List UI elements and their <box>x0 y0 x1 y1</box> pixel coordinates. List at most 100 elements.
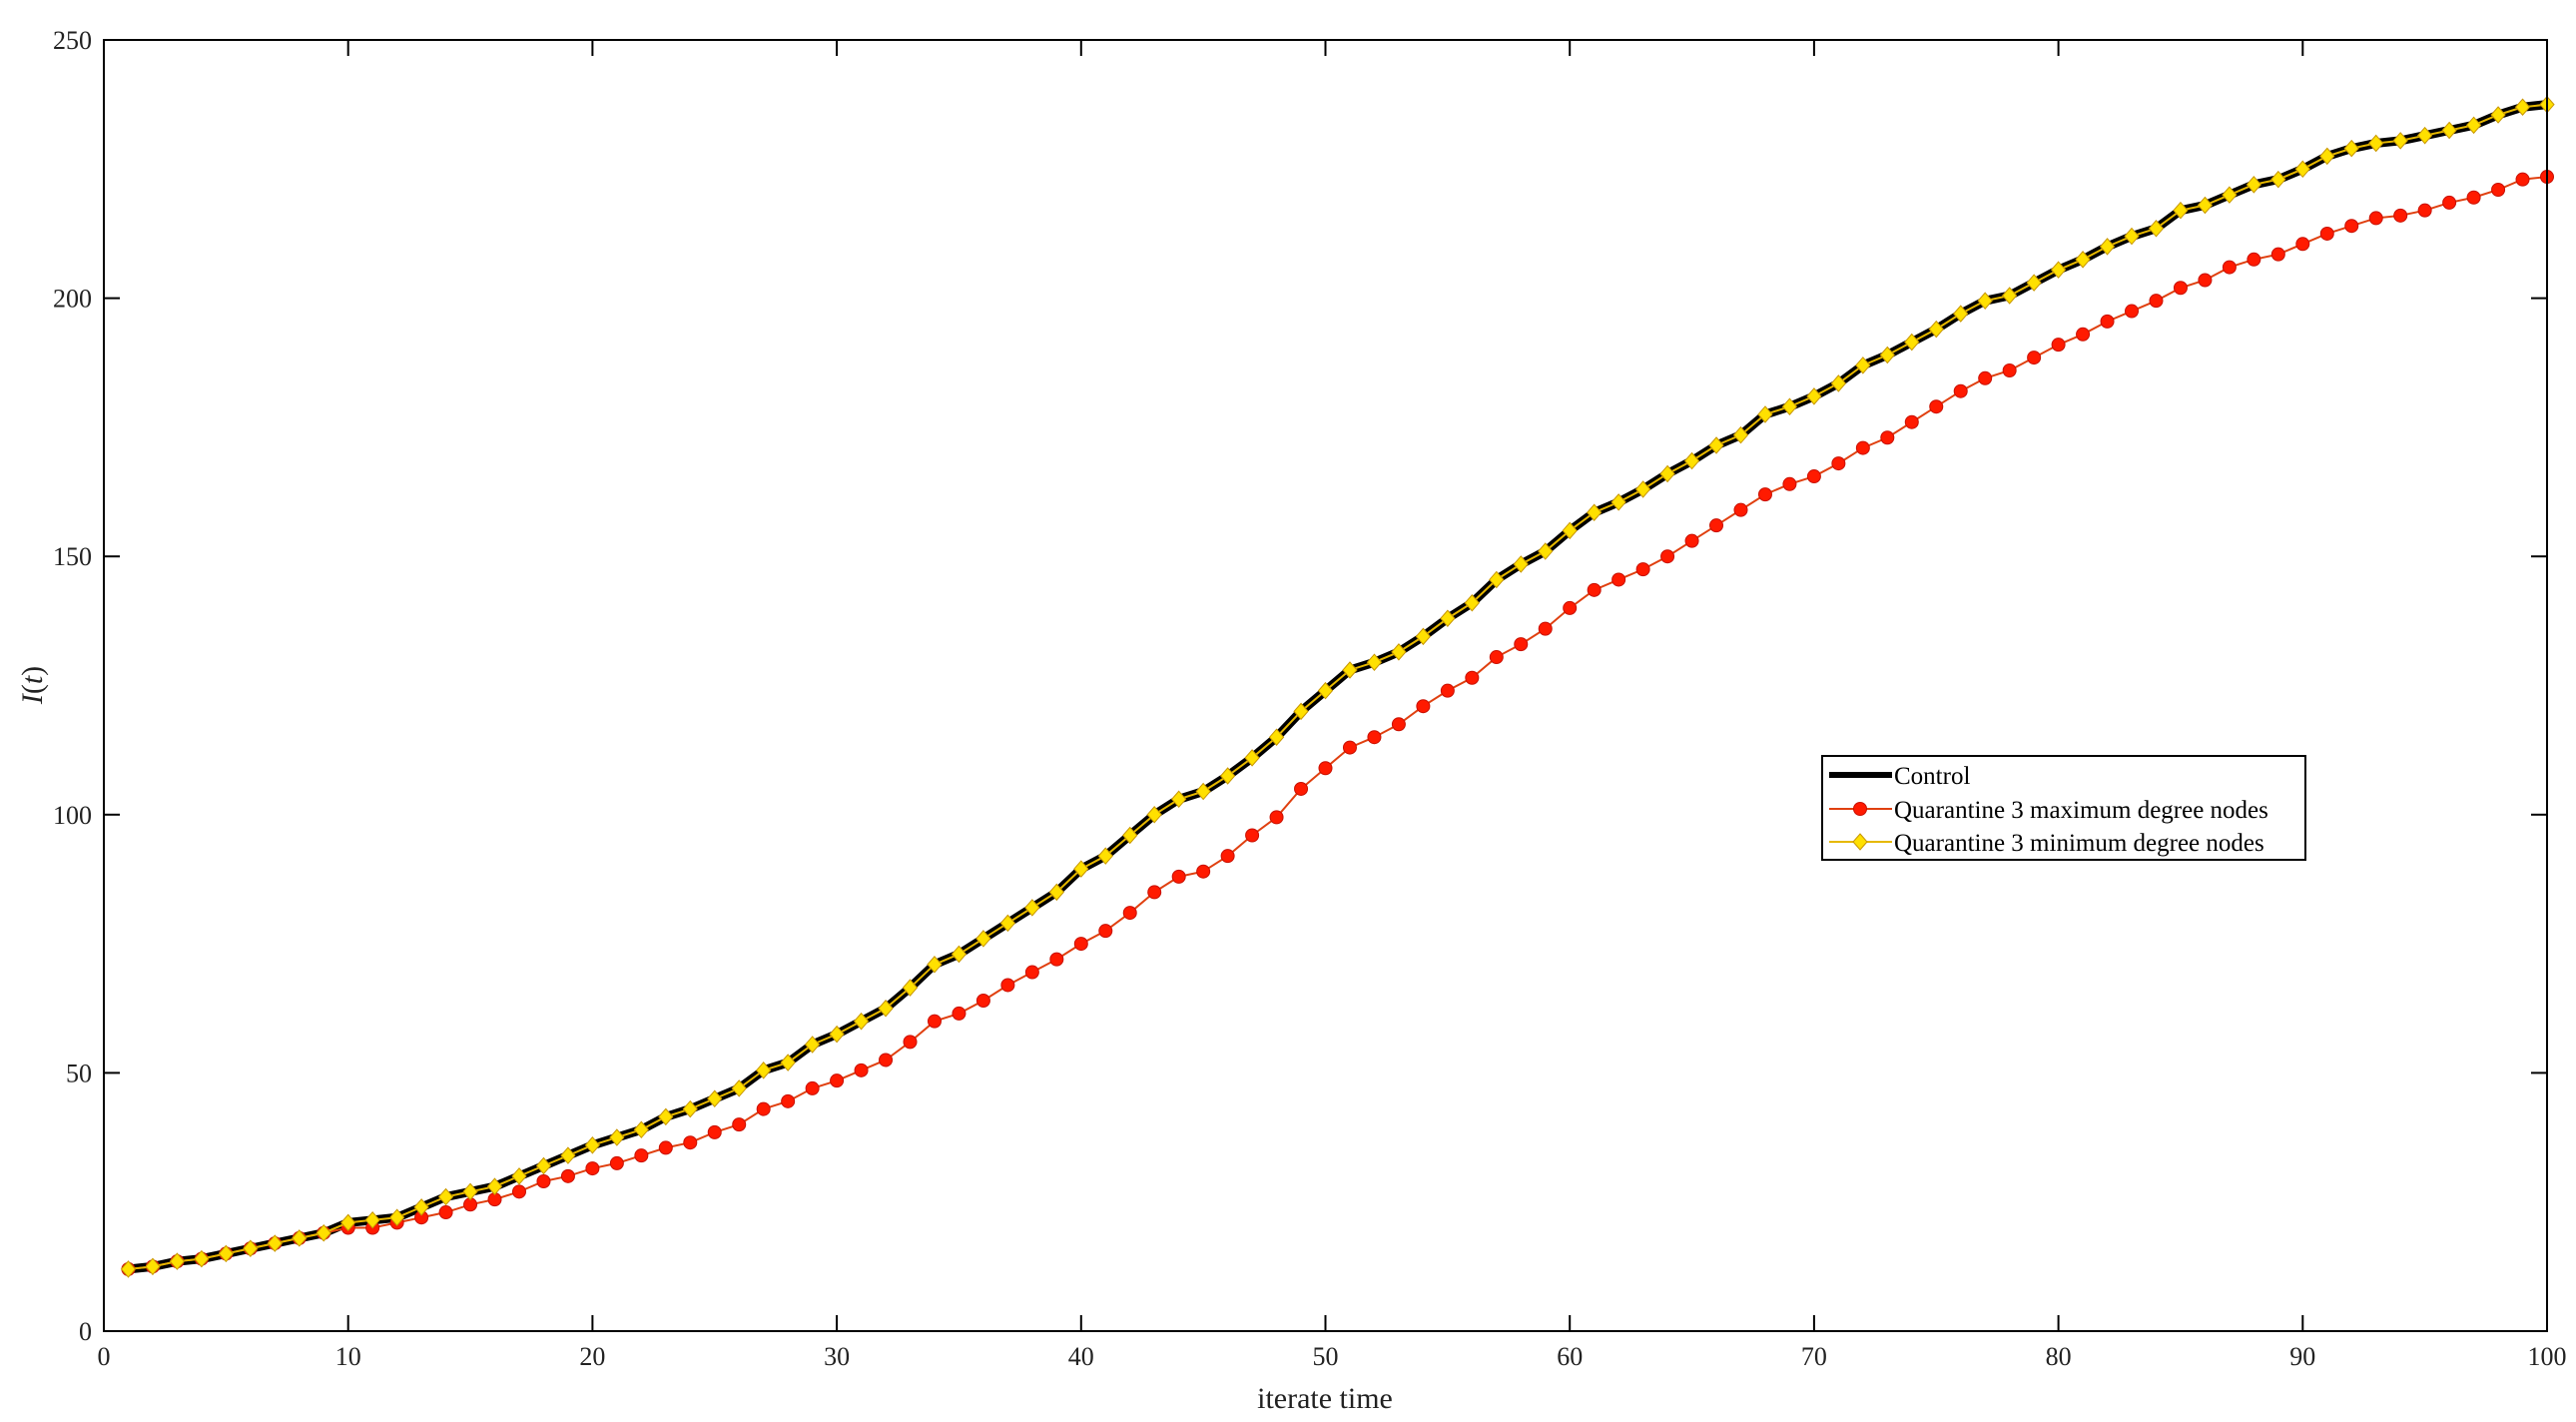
data-point-max-degree <box>1929 399 1944 414</box>
data-point-max-degree <box>1611 572 1626 587</box>
data-point-max-degree <box>1342 740 1357 755</box>
x-tick-label: 60 <box>1557 1342 1583 1371</box>
data-point-min-degree <box>120 1260 137 1278</box>
data-point-max-degree <box>2149 294 2164 309</box>
x-tick-label: 10 <box>335 1342 361 1371</box>
data-point-max-degree <box>1757 487 1772 502</box>
data-point-min-degree <box>584 1136 601 1154</box>
data-point-min-degree <box>658 1107 674 1126</box>
legend-swatch-min-degree-marker <box>1852 833 1868 851</box>
y-tick-label: 250 <box>53 26 92 55</box>
data-point-min-degree <box>1464 593 1480 612</box>
data-point-min-degree <box>2246 176 2262 194</box>
data-point-max-degree <box>2222 260 2237 275</box>
data-point-max-degree <box>2515 172 2530 187</box>
data-point-max-degree <box>1122 906 1137 921</box>
data-point-max-degree <box>2393 208 2408 223</box>
y-axis-label-open-paren: ( <box>16 684 49 694</box>
y-axis-label-main: I <box>16 692 49 705</box>
data-point-min-degree <box>267 1234 283 1252</box>
y-axis-label: I(t) <box>16 666 49 705</box>
data-point-max-degree <box>2051 338 2066 353</box>
data-point-max-degree <box>1073 937 1088 952</box>
data-point-min-degree <box>2222 186 2238 204</box>
data-point-max-degree <box>1171 869 1186 884</box>
data-point-min-degree <box>756 1062 772 1079</box>
data-point-min-degree <box>1440 609 1456 628</box>
series-layer <box>120 95 2555 1278</box>
x-tick-label: 20 <box>579 1342 605 1371</box>
data-point-min-degree <box>486 1177 503 1195</box>
data-point-max-degree <box>438 1205 453 1220</box>
data-point-min-degree <box>145 1257 161 1276</box>
x-tick-label: 50 <box>1313 1342 1339 1371</box>
data-point-min-degree <box>1904 333 1920 352</box>
data-point-min-degree <box>1587 503 1603 521</box>
data-point-max-degree <box>1440 683 1455 698</box>
data-point-max-degree <box>732 1117 747 1132</box>
data-point-max-degree <box>2466 190 2481 205</box>
data-point-min-degree <box>1855 356 1871 374</box>
x-tick-label: 80 <box>2046 1342 2072 1371</box>
legend-label-max-degree: Quarantine 3 maximum degree nodes <box>1894 797 2268 824</box>
data-point-min-degree <box>707 1089 723 1108</box>
data-point-min-degree <box>462 1182 478 1201</box>
y-tick-label: 0 <box>79 1317 92 1346</box>
data-point-min-degree <box>1538 542 1554 560</box>
data-point-min-degree <box>243 1239 259 1258</box>
data-point-max-degree <box>1953 383 1968 398</box>
data-point-min-degree <box>999 914 1016 933</box>
data-point-max-degree <box>511 1184 526 1199</box>
data-point-max-degree <box>2173 281 2188 296</box>
data-point-max-degree <box>2295 237 2310 252</box>
data-point-min-degree <box>1953 305 1969 323</box>
data-point-max-degree <box>1147 885 1162 900</box>
data-point-max-degree <box>2417 203 2432 218</box>
legend-label-min-degree: Quarantine 3 minimum degree nodes <box>1894 830 2264 857</box>
data-point-min-degree <box>1562 521 1578 540</box>
y-tick-label: 50 <box>66 1059 92 1087</box>
data-point-min-degree <box>1317 681 1334 700</box>
data-point-max-degree <box>1024 965 1039 980</box>
data-point-max-degree <box>1855 440 1870 455</box>
data-point-min-degree <box>2099 238 2116 256</box>
data-point-min-degree <box>780 1054 796 1071</box>
data-point-min-degree <box>2148 220 2165 238</box>
data-point-max-degree <box>2491 182 2506 197</box>
data-point-min-degree <box>1489 570 1505 589</box>
data-point-min-degree <box>1634 480 1651 498</box>
legend-item-max-degree: Quarantine 3 maximum degree nodes <box>1829 797 2268 824</box>
data-point-min-degree <box>2001 287 2018 305</box>
data-point-min-degree <box>1146 806 1162 824</box>
data-point-min-degree <box>1732 425 1749 444</box>
data-point-min-degree <box>340 1213 356 1232</box>
data-point-min-degree <box>829 1025 845 1044</box>
data-point-max-degree <box>560 1168 575 1183</box>
data-point-max-degree <box>781 1093 796 1108</box>
data-point-min-degree <box>902 979 919 997</box>
data-point-max-degree <box>1514 637 1529 652</box>
data-point-min-degree <box>682 1099 698 1118</box>
data-point-min-degree <box>1342 661 1358 679</box>
data-point-min-degree <box>853 1012 870 1031</box>
data-point-max-degree <box>1831 456 1846 471</box>
data-point-max-degree <box>1587 582 1602 597</box>
data-point-min-degree <box>927 956 943 974</box>
data-point-min-degree <box>2026 274 2042 292</box>
data-point-min-degree <box>535 1156 552 1175</box>
data-point-min-degree <box>951 945 967 964</box>
x-tick-label: 40 <box>1068 1342 1094 1371</box>
y-axis-label-close-paren: ) <box>16 666 49 676</box>
plot-area-frame <box>103 39 2548 1332</box>
data-point-min-degree <box>1757 405 1773 423</box>
data-point-min-degree <box>1122 826 1138 845</box>
data-point-min-degree <box>1415 627 1432 646</box>
legend-swatch-max-degree-marker <box>1853 802 1867 816</box>
data-point-max-degree <box>1904 414 1919 429</box>
data-point-max-degree <box>2270 247 2285 262</box>
data-point-max-degree <box>2247 252 2261 267</box>
data-point-min-degree <box>1293 702 1309 721</box>
y-tick-label: 100 <box>53 801 92 830</box>
